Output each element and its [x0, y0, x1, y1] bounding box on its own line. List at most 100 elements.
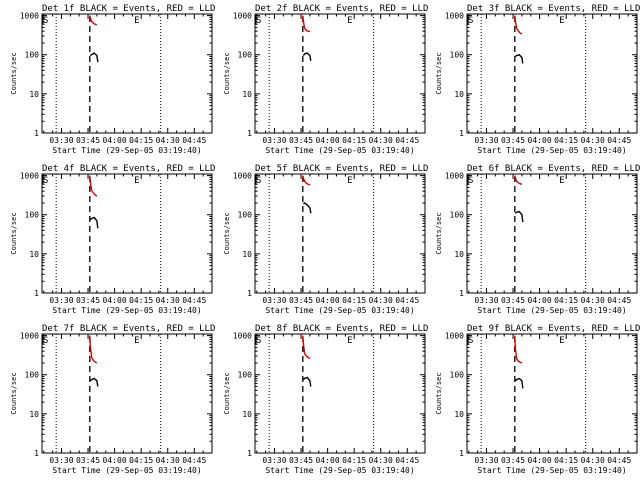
x-tick-label: 04:45 — [607, 456, 631, 465]
y-tick-label: 100 — [238, 51, 253, 60]
y-tick-label: 1 — [34, 449, 39, 458]
x-axis-label: Start Time (29-Sep-05 03:19:40) — [477, 146, 626, 155]
y-tick-label: 100 — [238, 211, 253, 220]
y-tick-label: 1 — [34, 129, 39, 138]
x-tick-label: 04:45 — [395, 296, 419, 305]
x-tick-label: 03:45 — [76, 456, 100, 465]
y-tick-label: 100 — [450, 371, 465, 380]
x-tick-label: 04:00 — [316, 296, 340, 305]
y-tick-label: 10 — [242, 410, 252, 419]
x-tick-label: 04:15 — [342, 296, 366, 305]
x-axis-label: Start Time (29-Sep-05 03:19:40) — [477, 306, 626, 315]
x-axis-label: Start Time (29-Sep-05 03:19:40) — [52, 466, 201, 475]
x-tick-label: 03:30 — [49, 456, 73, 465]
panel-title: Det 6f BLACK = Events, RED = LLD — [467, 164, 640, 174]
start-marker: S — [43, 16, 48, 26]
x-tick-label: 04:30 — [369, 456, 393, 465]
y-tick-label: 10 — [242, 250, 252, 259]
panel-title: Det 8f BLACK = Events, RED = LLD — [255, 324, 428, 334]
end-marker: E — [134, 176, 139, 186]
panel-title: Det 7f BLACK = Events, RED = LLD — [42, 324, 215, 334]
x-tick-label: 03:30 — [262, 456, 286, 465]
plot-frame — [41, 333, 213, 454]
plot-frame — [254, 333, 426, 454]
y-tick-label: 10 — [454, 250, 464, 259]
y-tick-label: 100 — [450, 211, 465, 220]
x-axis-label: Start Time (29-Sep-05 03:19:40) — [477, 466, 626, 475]
x-tick-label: 03:45 — [289, 136, 313, 145]
panel-title: Det 5f BLACK = Events, RED = LLD — [255, 164, 428, 174]
x-axis-label: Start Time (29-Sep-05 03:19:40) — [52, 306, 201, 315]
x-tick-label: 03:30 — [474, 136, 498, 145]
lld-series-line — [302, 175, 311, 186]
x-axis-label: Start Time (29-Sep-05 03:19:40) — [52, 146, 201, 155]
y-axis-label: Counts/sec — [10, 212, 18, 254]
x-tick-label: 03:30 — [49, 136, 73, 145]
end-marker: E — [347, 16, 352, 26]
x-tick-label: 03:30 — [262, 136, 286, 145]
x-tick-label: 04:30 — [581, 456, 605, 465]
x-tick-label: 04:45 — [395, 456, 419, 465]
x-tick-label: 03:45 — [76, 296, 100, 305]
x-tick-label: 04:45 — [607, 296, 631, 305]
x-tick-label: 04:45 — [182, 136, 206, 145]
start-marker: S — [468, 336, 473, 346]
x-tick-label: 03:45 — [76, 136, 100, 145]
plot-frame — [41, 173, 213, 294]
x-tick-label: 04:45 — [395, 136, 419, 145]
x-tick-label: 04:30 — [581, 136, 605, 145]
y-tick-label: 1000 — [233, 172, 252, 181]
y-tick-label: 100 — [238, 371, 253, 380]
y-axis-label: Counts/sec — [223, 372, 231, 414]
y-tick-label: 1 — [459, 289, 464, 298]
events-series-line — [89, 52, 99, 63]
lld-series-line — [514, 175, 523, 185]
x-tick-label: 04:45 — [182, 456, 206, 465]
x-tick-label: 04:15 — [129, 456, 153, 465]
x-tick-label: 04:00 — [316, 456, 340, 465]
x-tick-label: 03:30 — [262, 296, 286, 305]
events-series-line — [514, 53, 524, 64]
y-tick-label: 100 — [25, 371, 40, 380]
lld-series-line — [89, 15, 98, 26]
x-tick-label: 04:15 — [554, 456, 578, 465]
x-tick-label: 04:15 — [554, 296, 578, 305]
y-tick-label: 1 — [247, 129, 252, 138]
x-tick-label: 04:15 — [129, 296, 153, 305]
panel-title: Det 3f BLACK = Events, RED = LLD — [467, 4, 640, 14]
x-tick-label: 04:30 — [369, 296, 393, 305]
y-tick-label: 1000 — [445, 332, 464, 341]
y-axis-label: Counts/sec — [10, 52, 18, 94]
end-marker: E — [347, 336, 352, 346]
lld-series-line — [514, 15, 523, 35]
panel-title: Det 2f BLACK = Events, RED = LLD — [255, 4, 428, 14]
x-tick-label: 04:00 — [103, 296, 127, 305]
detector-panel-8: Det 8f BLACK = Events, RED = LLD 1 10 100 10… — [223, 324, 428, 475]
y-tick-label: 10 — [29, 90, 39, 99]
x-axis-label: Start Time (29-Sep-05 03:19:40) — [265, 146, 414, 155]
y-tick-label: 1000 — [20, 12, 39, 21]
y-tick-label: 10 — [242, 90, 252, 99]
plot-frame — [466, 173, 638, 294]
y-axis-label: Counts/sec — [223, 52, 231, 94]
start-marker: S — [43, 336, 48, 346]
plot-frame — [254, 173, 426, 294]
y-tick-label: 1000 — [20, 332, 39, 341]
plot-frame — [466, 333, 638, 454]
y-tick-label: 1000 — [445, 12, 464, 21]
y-tick-label: 10 — [29, 250, 39, 259]
x-axis-label: Start Time (29-Sep-05 03:19:40) — [265, 306, 414, 315]
detector-panel-6: Det 6f BLACK = Events, RED = LLD 1 10 100 10… — [435, 164, 640, 315]
x-tick-label: 04:30 — [581, 296, 605, 305]
plot-frame — [466, 13, 638, 134]
y-tick-label: 1000 — [445, 172, 464, 181]
x-tick-label: 03:30 — [474, 296, 498, 305]
y-tick-label: 1 — [247, 449, 252, 458]
events-series-line — [302, 52, 312, 61]
detector-panel-5: Det 5f BLACK = Events, RED = LLD 1 10 100 10… — [223, 164, 428, 315]
y-tick-label: 1000 — [233, 332, 252, 341]
start-marker: S — [256, 16, 261, 26]
y-tick-label: 10 — [454, 410, 464, 419]
lld-series-line — [89, 335, 98, 364]
x-tick-label: 04:00 — [528, 296, 552, 305]
